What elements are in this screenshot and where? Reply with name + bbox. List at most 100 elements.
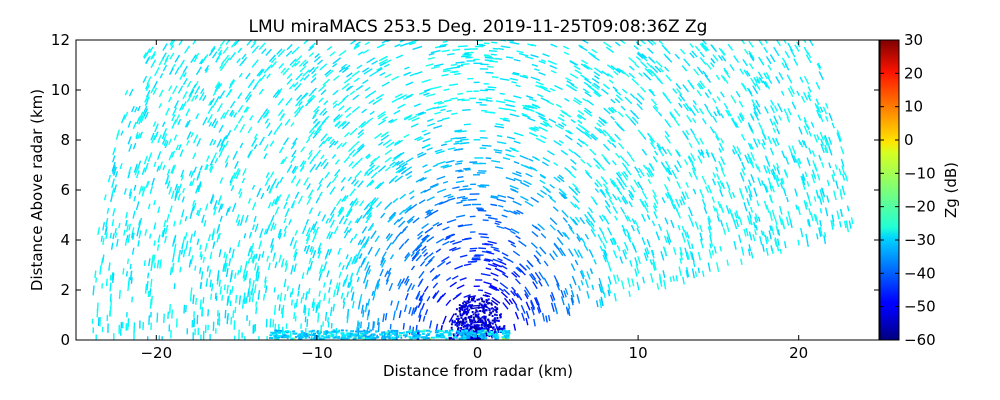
- radar-echo: [356, 64, 363, 70]
- radar-echo: [637, 181, 644, 191]
- radar-echo: [647, 178, 652, 184]
- radar-echo: [380, 134, 390, 142]
- radar-echo: [775, 225, 780, 235]
- radar-echo: [700, 151, 705, 159]
- radar-echo: [333, 289, 336, 298]
- radar-echo: [424, 309, 429, 316]
- radar-echo: [594, 75, 600, 80]
- radar-echo: [399, 151, 405, 156]
- radar-echo: [333, 117, 338, 123]
- radar-echo: [510, 243, 517, 248]
- radar-echo: [347, 176, 353, 182]
- radar-echo: [457, 98, 465, 101]
- radar-echo: [243, 106, 249, 113]
- radar-echo: [825, 116, 829, 122]
- radar-echo: [540, 189, 548, 196]
- radar-echo: [217, 270, 220, 277]
- radar-echo: [515, 170, 522, 175]
- radar-echo: [322, 110, 328, 116]
- radar-echo: [609, 178, 617, 187]
- radar-echo: [770, 225, 775, 236]
- radar-echo: [107, 174, 112, 183]
- radar-echo: [421, 223, 430, 230]
- radar-echo: [357, 129, 364, 135]
- radar-echo: [237, 219, 241, 227]
- radar-echo: [212, 152, 218, 161]
- radar-echo: [486, 333, 489, 336]
- radar-echo: [174, 114, 181, 124]
- radar-echo: [642, 276, 645, 284]
- radar-echo: [147, 290, 150, 298]
- radar-echo: [200, 88, 205, 95]
- radar-echo: [449, 281, 457, 288]
- surface-echo: [308, 330, 313, 333]
- radar-echo: [217, 46, 222, 52]
- radar-echo: [505, 176, 516, 182]
- surface-echo: [421, 336, 426, 339]
- radar-echo: [151, 53, 156, 59]
- radar-echo: [428, 209, 439, 216]
- radar-echo: [694, 221, 699, 230]
- radar-echo: [512, 71, 520, 75]
- radar-echo: [781, 177, 785, 184]
- radar-echo: [843, 220, 847, 229]
- radar-echo: [233, 112, 238, 118]
- radar-echo: [201, 54, 209, 63]
- radar-echo: [462, 109, 471, 111]
- radar-echo: [372, 293, 376, 301]
- radar-echo: [462, 318, 465, 321]
- radar-echo: [369, 224, 374, 231]
- radar-echo: [522, 114, 531, 119]
- radar-echo: [341, 264, 345, 271]
- radar-echo: [685, 269, 689, 278]
- radar-echo: [566, 80, 575, 86]
- radar-echo: [97, 226, 100, 236]
- radar-echo: [263, 144, 269, 152]
- radar-echo: [798, 158, 802, 164]
- radar-echo: [676, 160, 682, 169]
- radar-echo: [402, 323, 405, 330]
- radar-echo: [248, 231, 253, 239]
- radar-echo: [415, 176, 425, 183]
- radar-echo: [478, 247, 487, 250]
- surface-echo: [388, 333, 391, 336]
- radar-echo: [819, 189, 823, 196]
- surface-echo: [505, 333, 511, 336]
- radar-echo: [454, 130, 462, 133]
- radar-echo: [199, 267, 202, 274]
- radar-echo: [337, 98, 346, 107]
- radar-echo: [227, 313, 229, 321]
- radar-echo: [635, 264, 640, 274]
- radar-echo: [570, 297, 574, 306]
- radar-echo: [455, 61, 465, 64]
- radar-echo: [317, 128, 322, 134]
- radar-echo: [261, 48, 267, 55]
- surface-echo: [348, 336, 352, 339]
- radar-echo: [128, 191, 133, 199]
- radar-echo: [473, 327, 476, 330]
- radar-echo: [823, 135, 828, 145]
- radar-echo: [598, 163, 606, 171]
- radar-echo: [126, 224, 129, 232]
- radar-echo: [457, 319, 460, 322]
- radar-echo: [318, 140, 325, 148]
- radar-echo: [128, 223, 132, 231]
- radar-echo: [783, 40, 787, 44]
- radar-echo: [567, 223, 573, 230]
- radar-echo: [171, 150, 176, 158]
- radar-echo: [230, 185, 235, 192]
- radar-echo: [661, 146, 668, 155]
- radar-echo: [580, 63, 589, 69]
- radar-echo: [253, 144, 258, 150]
- y-tick-label: 8: [60, 131, 70, 149]
- radar-echo: [445, 261, 452, 266]
- radar-echo: [270, 222, 275, 232]
- radar-echo: [454, 265, 464, 270]
- radar-echo: [290, 264, 294, 275]
- radar-echo: [658, 40, 664, 45]
- radar-echo: [259, 228, 264, 239]
- radar-echo: [821, 161, 825, 168]
- radar-echo: [484, 291, 492, 296]
- radar-echo: [432, 290, 440, 300]
- radar-echo: [237, 239, 241, 248]
